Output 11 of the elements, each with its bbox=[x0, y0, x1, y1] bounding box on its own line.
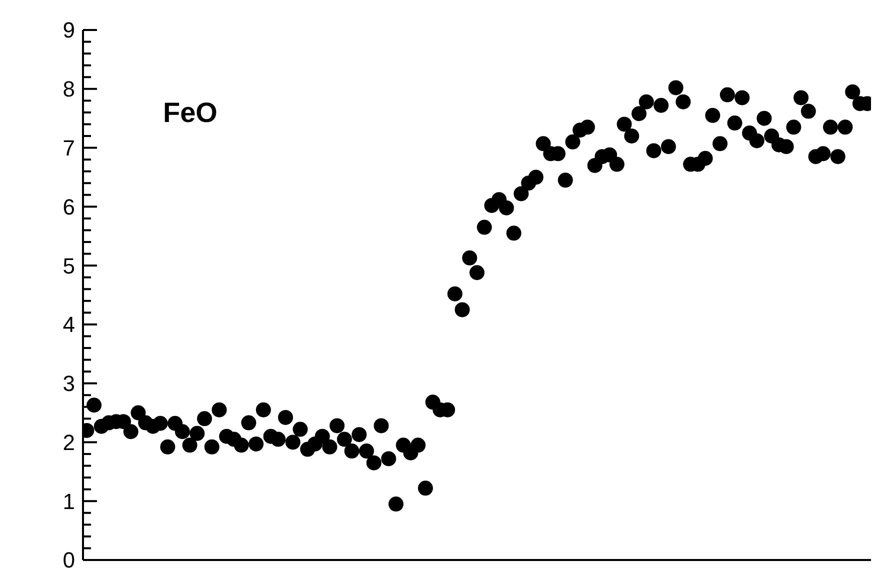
y-tick-label: 9 bbox=[62, 18, 75, 43]
y-tick-label: 5 bbox=[62, 253, 75, 278]
y-tick-label: 2 bbox=[62, 430, 75, 455]
y-tick-label: 6 bbox=[62, 194, 75, 220]
y-tick-label: 4 bbox=[62, 312, 75, 338]
text: FeO bbox=[163, 97, 218, 128]
y-tick-label: 1 bbox=[62, 488, 75, 514]
y-tick-label: 3 bbox=[62, 371, 75, 396]
y-tick-label: 0 bbox=[62, 548, 75, 571]
y-tick-label: 8 bbox=[62, 76, 75, 102]
y-tick-label: 7 bbox=[62, 135, 75, 160]
